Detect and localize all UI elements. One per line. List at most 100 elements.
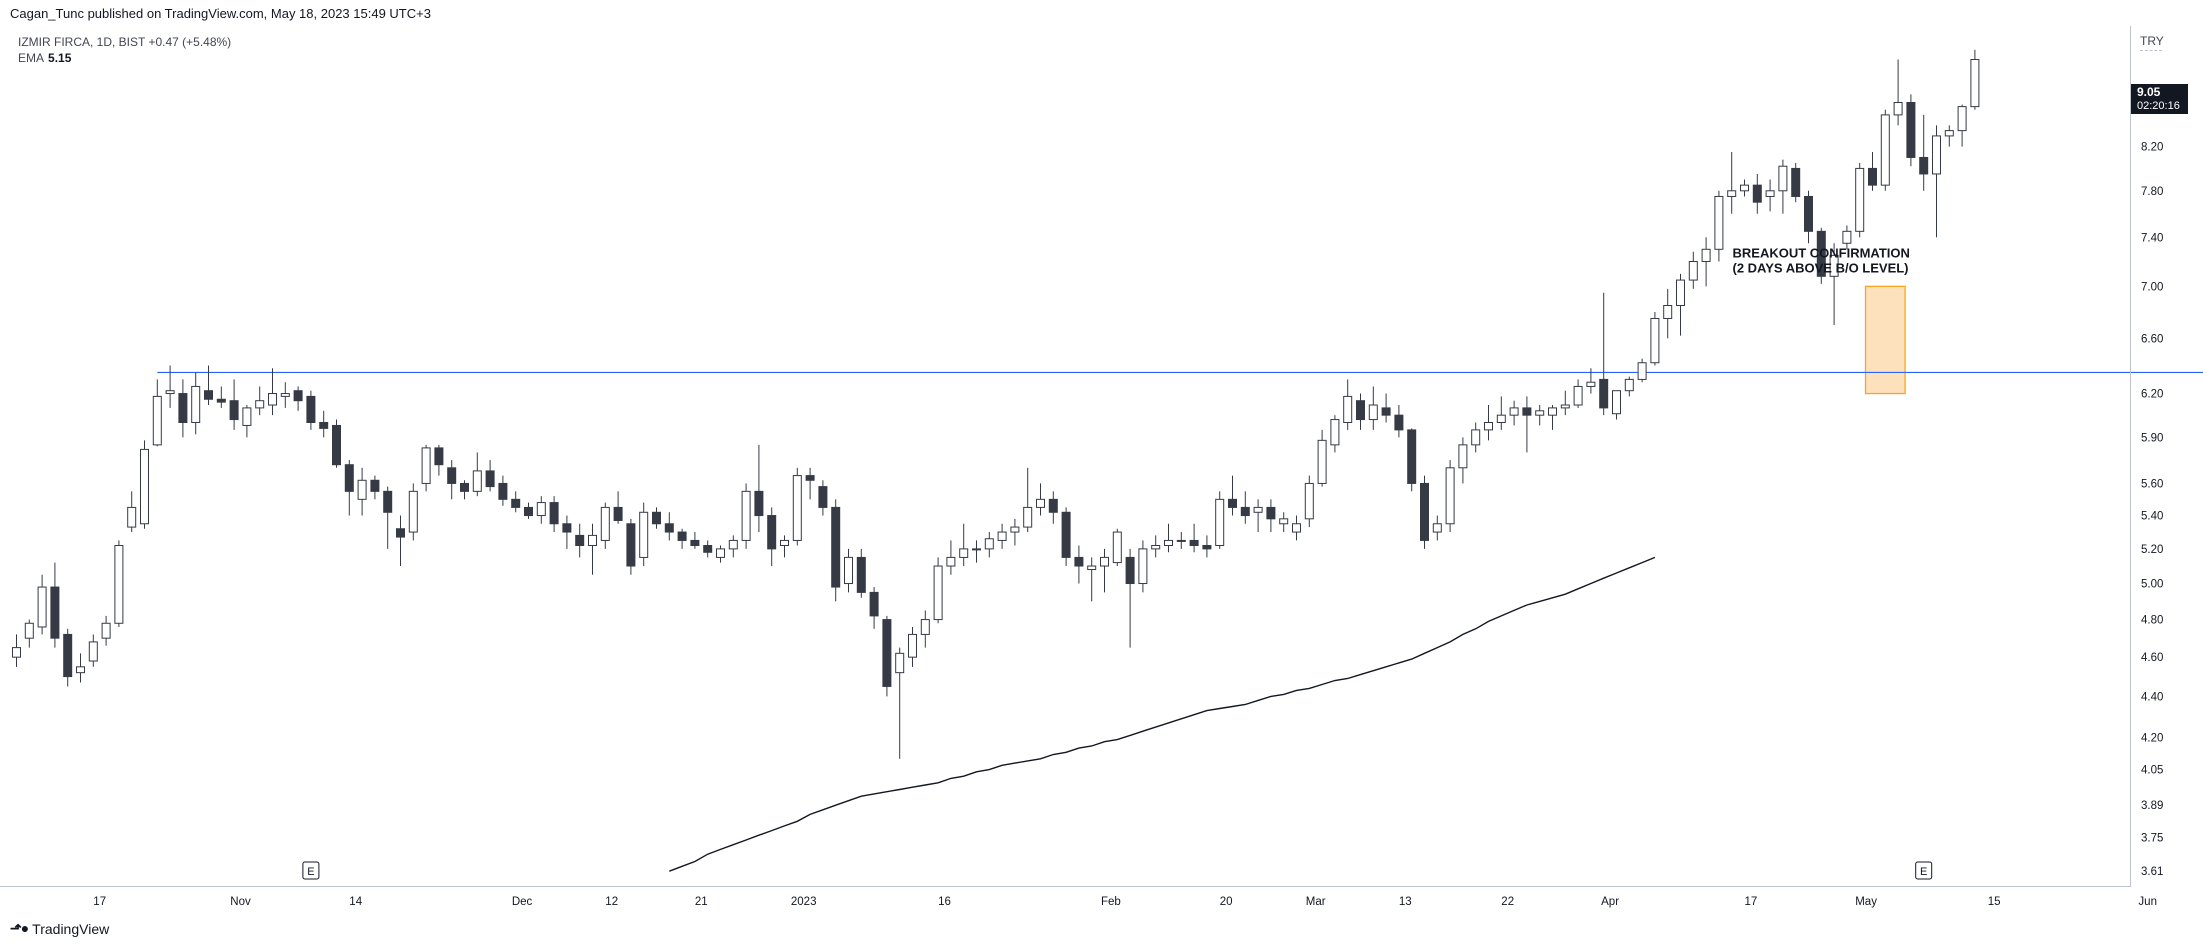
candle-down[interactable] xyxy=(1356,400,1365,421)
candle-down[interactable] xyxy=(1816,230,1826,277)
candle-up[interactable] xyxy=(1215,498,1225,546)
candle-up[interactable] xyxy=(1893,102,1903,116)
candle-down[interactable] xyxy=(1125,556,1135,585)
candle-up[interactable] xyxy=(1663,304,1673,319)
candle-up[interactable] xyxy=(408,490,418,533)
candle-up[interactable] xyxy=(1727,190,1737,197)
candle-down[interactable] xyxy=(613,506,623,521)
candle-up[interactable] xyxy=(1100,556,1109,567)
candle-up[interactable] xyxy=(37,586,47,628)
candle-down[interactable] xyxy=(549,502,559,525)
candle-up[interactable] xyxy=(127,506,137,528)
candle-down[interactable] xyxy=(1804,195,1813,232)
candle-up[interactable] xyxy=(1688,260,1698,281)
candle-up[interactable] xyxy=(1880,114,1890,186)
candle-up[interactable] xyxy=(140,448,149,525)
candle-down[interactable] xyxy=(703,544,713,553)
candle-up[interactable] xyxy=(959,548,969,558)
candle-up[interactable] xyxy=(1368,404,1378,421)
candle-up[interactable] xyxy=(1586,381,1596,387)
candle-down[interactable] xyxy=(1791,167,1801,197)
currency-label[interactable]: TRY xyxy=(2140,34,2164,48)
candle-up[interactable] xyxy=(984,538,994,550)
candle-down[interactable] xyxy=(511,498,521,508)
candle-down[interactable] xyxy=(562,523,572,533)
candle-up[interactable] xyxy=(1944,130,1954,137)
candle-down[interactable] xyxy=(1394,414,1404,431)
candle-down[interactable] xyxy=(485,470,495,488)
symbol-info[interactable]: IZMIR FIRCA, 1D, BIST +0.47 (+5.48%) xyxy=(18,35,232,49)
candle-up[interactable] xyxy=(472,470,482,492)
candle-up[interactable] xyxy=(357,479,367,500)
candle-down[interactable] xyxy=(869,591,879,617)
candle-up[interactable] xyxy=(101,622,111,639)
candle-up[interactable] xyxy=(728,539,738,550)
candle-down[interactable] xyxy=(1228,498,1237,508)
candle-up[interactable] xyxy=(12,647,21,658)
candle-down[interactable] xyxy=(293,390,303,402)
candle-down[interactable] xyxy=(1048,498,1058,513)
candle-up[interactable] xyxy=(1509,407,1519,416)
candle-up[interactable] xyxy=(1573,385,1583,406)
candle-up[interactable] xyxy=(588,534,597,546)
candle-up[interactable] xyxy=(1151,544,1161,550)
candle-down[interactable] xyxy=(882,619,892,687)
candle-down[interactable] xyxy=(524,506,533,517)
candle-up[interactable] xyxy=(972,548,981,551)
candle-down[interactable] xyxy=(229,400,239,421)
candle-up[interactable] xyxy=(1612,390,1621,415)
candle-up[interactable] xyxy=(639,511,649,558)
candle-down[interactable] xyxy=(319,422,329,429)
candle-up[interactable] xyxy=(1676,279,1685,306)
candle-up[interactable] xyxy=(1010,526,1020,533)
candle-down[interactable] xyxy=(1266,506,1276,520)
candle-down[interactable] xyxy=(1906,102,1916,158)
candle-down[interactable] xyxy=(1919,156,1929,175)
candle-down[interactable] xyxy=(396,528,405,538)
candle-down[interactable] xyxy=(831,506,841,588)
candle-down[interactable] xyxy=(344,464,354,492)
candle-up[interactable] xyxy=(1637,362,1647,380)
candle-up[interactable] xyxy=(1842,230,1852,244)
candle-up[interactable] xyxy=(1317,439,1327,484)
candle-up[interactable] xyxy=(536,502,546,517)
candle-up[interactable] xyxy=(1292,523,1301,533)
candle-down[interactable] xyxy=(805,475,815,481)
candle-down[interactable] xyxy=(767,515,777,550)
candle-up[interactable] xyxy=(1701,248,1711,262)
candle-up[interactable] xyxy=(1932,135,1941,175)
earnings-marker[interactable] xyxy=(302,861,320,880)
candle-up[interactable] xyxy=(1253,506,1263,513)
candle-up[interactable] xyxy=(24,622,34,639)
candle-down[interactable] xyxy=(50,586,60,639)
candle-up[interactable] xyxy=(280,393,290,397)
candle-down[interactable] xyxy=(63,633,73,678)
ema-line[interactable] xyxy=(669,556,1656,872)
candle-up[interactable] xyxy=(1279,518,1289,525)
candle-down[interactable] xyxy=(216,398,226,403)
candle-up[interactable] xyxy=(1330,419,1340,446)
price-axis[interactable] xyxy=(2130,26,2203,887)
ema-legend[interactable]: EMA 5.15 xyxy=(18,50,231,66)
candle-up[interactable] xyxy=(895,652,905,674)
candle-down[interactable] xyxy=(818,486,828,508)
candle-down[interactable] xyxy=(447,467,457,484)
candle-up[interactable] xyxy=(933,565,943,621)
candle-up[interactable] xyxy=(268,393,277,406)
candle-up[interactable] xyxy=(152,395,162,446)
candle-up[interactable] xyxy=(1432,523,1442,533)
candle-up[interactable] xyxy=(844,556,853,585)
candle-down[interactable] xyxy=(1074,556,1084,567)
candle-up[interactable] xyxy=(946,556,956,567)
candle-down[interactable] xyxy=(306,395,316,424)
candle-up[interactable] xyxy=(1138,548,1148,585)
candle-up[interactable] xyxy=(920,619,930,635)
candle-up[interactable] xyxy=(1740,184,1749,192)
candle-up[interactable] xyxy=(716,548,725,558)
candle-up[interactable] xyxy=(421,447,431,484)
candle-up[interactable] xyxy=(1650,317,1660,364)
candle-up[interactable] xyxy=(908,633,917,658)
tradingview-logo[interactable]: ⬏● TradingView xyxy=(10,920,109,937)
candle-down[interactable] xyxy=(1868,167,1877,186)
candle-up[interactable] xyxy=(165,390,175,395)
